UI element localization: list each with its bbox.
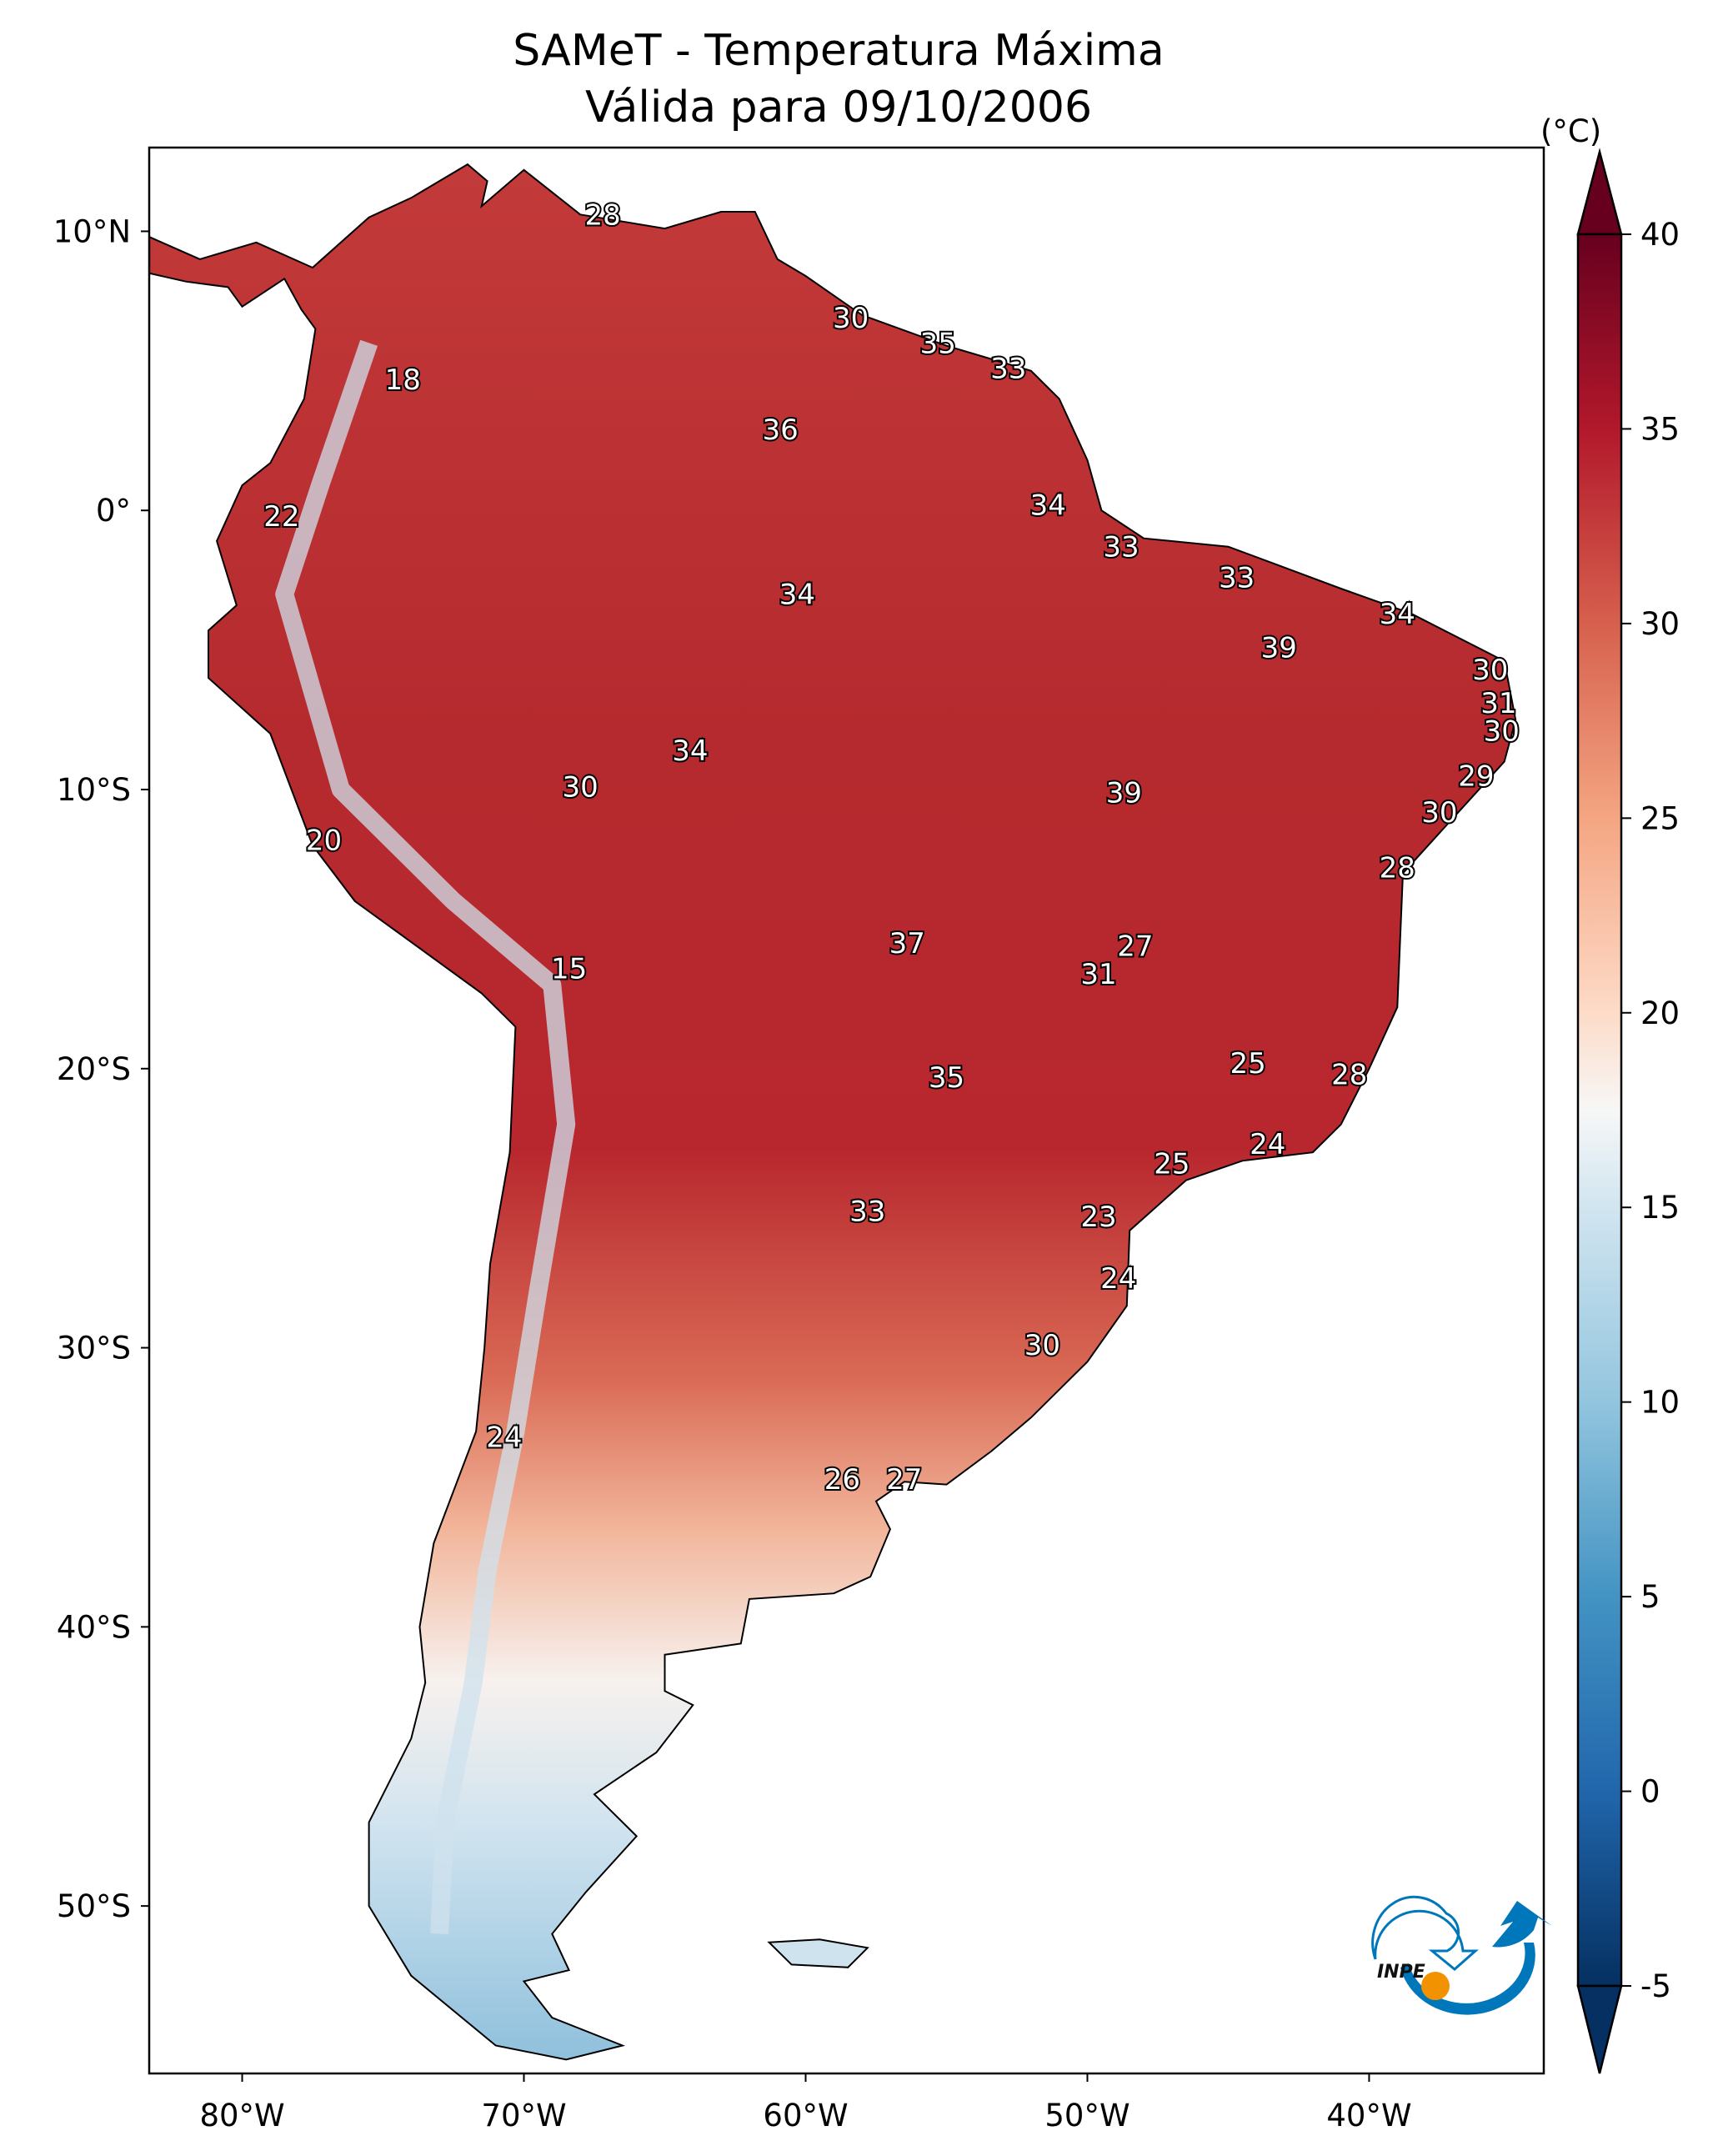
temperature-label: 39 [1106,776,1142,810]
andes-cool-band [275,339,576,1935]
temperature-label: 30 [562,771,598,805]
temperature-label: 34 [779,579,815,612]
temperature-label: 33 [849,1196,885,1229]
title-line-1: SAMeT - Temperatura Máxima [513,26,1164,76]
lon-tick-label: 50°W [1044,2098,1129,2133]
temperature-label: 30 [1024,1329,1060,1362]
temperature-label: 37 [889,927,925,960]
lat-tick-label: 0° [96,493,131,529]
temperature-label: 24 [486,1421,522,1455]
axis-ticks: 80°W 70°W 60°W 50°W 40°W 10°N 0° 10°S 20°S 30°S 40… [53,213,1412,2133]
title-line-2: Válida para 09/10/2006 [585,83,1092,133]
logo-orange-dot [1421,1972,1450,2000]
lon-tick-label: 80°W [199,2098,284,2133]
colorbar-tick-label: 20 [1640,995,1680,1031]
temperature-label: 25 [1154,1148,1190,1181]
temperature-label: 30 [833,302,869,335]
temperature-label: 33 [990,353,1026,386]
lon-tick-label: 70°W [481,2098,566,2133]
temperature-label: 35 [920,327,956,360]
temperature-label: 31 [1080,958,1116,991]
logo-arrow-icon [1492,1901,1552,1948]
temperature-label: 22 [263,500,299,534]
temperature-label: 30 [1484,715,1520,749]
temperature-label: 28 [1331,1059,1367,1092]
colorbar-body [1576,233,1623,1988]
logo-outline-arrow [1371,1895,1479,1971]
temperature-label: 15 [551,952,587,985]
temperature-label: 34 [1380,598,1415,631]
temperature-label: 27 [886,1463,922,1497]
lon-tick-label: 60°W [763,2098,848,2133]
lat-tick-label: 40°S [57,1609,131,1645]
temperature-label: 28 [584,198,620,232]
temperature-label: 27 [1117,930,1153,964]
lat-tick-label: 10°S [57,772,131,808]
temperature-label: 34 [1030,489,1066,523]
map-frame [148,146,1545,2075]
temperature-label: 18 [385,364,421,397]
colorbar-tick-label: 30 [1640,606,1680,642]
temperature-label: 28 [1380,852,1415,885]
temperature-label: 23 [1080,1201,1116,1234]
colorbar-tick-label: 35 [1640,411,1680,447]
south-america-land [149,163,1517,2061]
temperature-label: 29 [1458,760,1494,793]
temperature-label: 31 [1480,687,1516,720]
lat-tick-label: 10°N [53,213,131,249]
temperature-label: 36 [762,414,798,447]
colorbar-tick-label: -5 [1640,1968,1671,2004]
colorbar-high-extension [1576,148,1623,236]
falkland-islands [767,1938,869,1968]
colorbar-tick-label: 5 [1640,1579,1660,1615]
temperature-label: 25 [1230,1047,1265,1081]
temperature-label: 35 [929,1061,964,1095]
temperature-label: 30 [1421,796,1457,830]
lat-tick-label: 30°S [57,1331,131,1366]
colorbar-tick-label: 10 [1640,1385,1680,1421]
colorbar-unit: (°C) [1540,113,1601,149]
temperature-label: 34 [672,735,708,768]
colorbar-tick-label: 0 [1640,1774,1660,1810]
temperature-label: 24 [1100,1262,1136,1296]
colorbar-tick-label: 25 [1640,800,1680,836]
temperature-label: 39 [1261,631,1297,664]
temperature-label: 33 [1219,562,1255,595]
logo-text: INPE [1377,1962,1425,1983]
temperature-label: 24 [1250,1128,1285,1161]
lat-tick-label: 20°S [57,1051,131,1087]
inpe-logo: INPE [1371,1895,1552,2015]
temperature-label: 33 [1103,531,1139,564]
lat-tick-label: 50°S [57,1888,131,1924]
colorbar-tick-label: 15 [1640,1190,1680,1226]
colorbar: (°C) 40 35 30 25 20 15 10 5 0 -5 [1540,113,1680,2074]
lon-tick-label: 40°W [1326,2098,1411,2133]
temperature-label: 26 [824,1463,860,1497]
colorbar-low-extension [1576,1984,1623,2074]
colorbar-tick-label: 40 [1640,217,1680,253]
temperature-label: 30 [1472,654,1508,687]
temperature-label: 20 [306,824,342,857]
